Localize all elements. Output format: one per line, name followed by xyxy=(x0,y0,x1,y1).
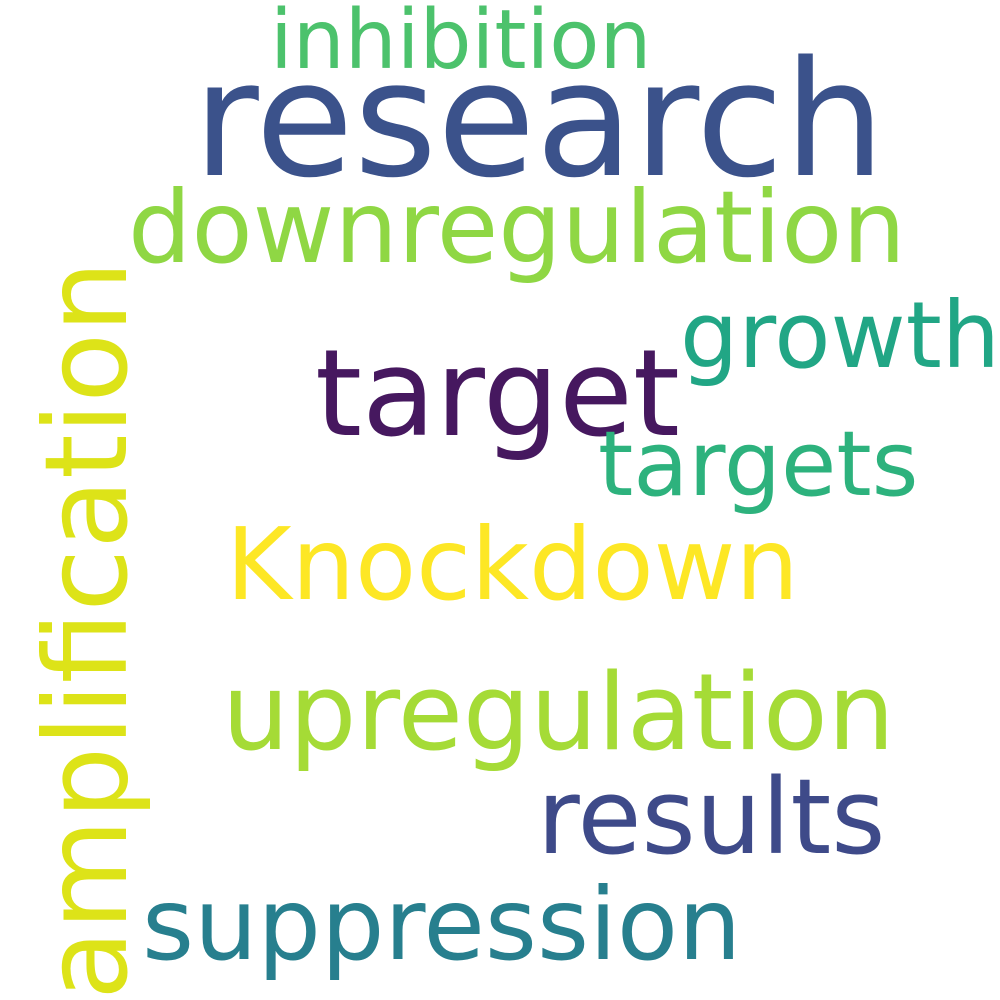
word-growth: growth xyxy=(680,282,1000,389)
word-amplification: amplification xyxy=(20,260,153,1000)
word-results: results xyxy=(537,756,886,878)
word-suppression: suppression xyxy=(142,866,742,983)
word-upregulation: upregulation xyxy=(222,651,895,774)
word-targets: targets xyxy=(598,412,919,517)
word-downregulation: downregulation xyxy=(128,169,906,286)
word-target: target xyxy=(315,325,680,464)
word-knockdown: Knockdown xyxy=(226,506,799,623)
word-inhibition: inhibition xyxy=(270,0,652,88)
word-research: research xyxy=(193,26,886,213)
